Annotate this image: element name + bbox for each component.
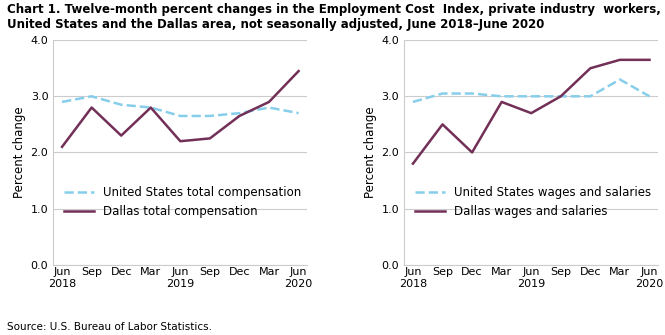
- Legend: United States wages and salaries, Dallas wages and salaries: United States wages and salaries, Dallas…: [415, 187, 651, 218]
- Y-axis label: Percent change: Percent change: [364, 107, 377, 198]
- Text: Source: U.S. Bureau of Labor Statistics.: Source: U.S. Bureau of Labor Statistics.: [7, 322, 211, 332]
- Text: Chart 1. Twelve-month percent changes in the Employment Cost  Index, private ind: Chart 1. Twelve-month percent changes in…: [7, 3, 660, 31]
- Y-axis label: Percent change: Percent change: [13, 107, 27, 198]
- Legend: United States total compensation, Dallas total compensation: United States total compensation, Dallas…: [65, 187, 301, 218]
